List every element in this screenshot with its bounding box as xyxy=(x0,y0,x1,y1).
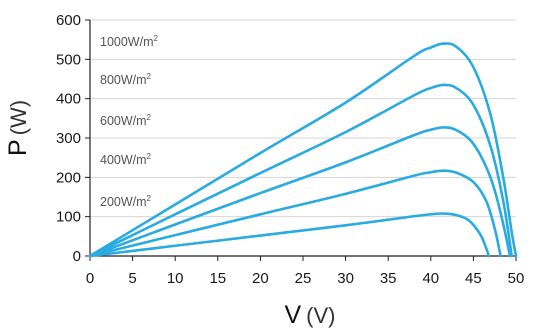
y-axis-symbol: P xyxy=(4,139,32,156)
curve-label-bg xyxy=(98,72,160,88)
curve-label-superscript: 2 xyxy=(147,72,152,81)
y-tick-label: 200 xyxy=(56,169,81,186)
curve-label-text: 400W/m xyxy=(100,153,147,167)
curve-label-superscript: 2 xyxy=(147,194,152,203)
curve-label: 200W/m2 xyxy=(100,194,152,209)
series-line xyxy=(88,42,518,258)
x-tick-label: 15 xyxy=(209,270,226,287)
curve-label: 800W/m2 xyxy=(100,72,152,87)
y-tick-label: 500 xyxy=(56,51,81,68)
series-line xyxy=(88,83,514,258)
x-tick-label: 40 xyxy=(422,270,439,287)
x-tick-label: 30 xyxy=(337,270,354,287)
x-tick-label: 20 xyxy=(252,270,269,287)
x-tick-label: 35 xyxy=(380,270,397,287)
axes xyxy=(85,19,517,261)
series-line xyxy=(88,126,512,258)
grid-lines xyxy=(90,19,516,218)
x-tick-label: 10 xyxy=(167,270,184,287)
curve-label-text: 600W/m xyxy=(100,114,147,128)
y-tick-label: 600 xyxy=(56,12,81,29)
curve-label-bg xyxy=(98,34,160,50)
curve-label: 400W/m2 xyxy=(100,152,152,167)
x-tick-label: 5 xyxy=(128,270,136,287)
y-axis-title: P (W) xyxy=(4,100,32,156)
y-tick-label: 400 xyxy=(56,91,81,108)
y-tick-label: 100 xyxy=(56,209,81,226)
curve-label-text: 1000W/m xyxy=(100,35,154,49)
x-tick-label: 45 xyxy=(465,270,482,287)
series-lines xyxy=(88,42,518,258)
curve-label: 600W/m2 xyxy=(100,113,152,128)
curve-label-text: 200W/m xyxy=(100,195,147,209)
series-line xyxy=(88,169,502,258)
curve-label-superscript: 2 xyxy=(147,113,152,122)
curve-label-bg xyxy=(98,113,160,129)
y-axis-unit: (W) xyxy=(6,100,31,135)
x-axis-symbol: V xyxy=(284,301,301,329)
curve-label-superscript: 2 xyxy=(147,152,152,161)
x-axis-unit: (V) xyxy=(306,303,335,328)
curve-label: 1000W/m2 xyxy=(100,34,159,49)
curve-label-bg xyxy=(98,152,160,168)
x-tick-label: 0 xyxy=(86,270,94,287)
y-tick-label: 0 xyxy=(73,248,81,265)
curve-label-text: 800W/m xyxy=(100,73,147,87)
tick-labels: 0 100 200 300 400 500 600 0 5 10 15 20 25 30 35 40 45 50 xyxy=(56,12,524,287)
series-line xyxy=(88,212,491,258)
curve-label-superscript: 2 xyxy=(154,34,159,43)
curve-label-bg xyxy=(98,194,160,210)
x-tick-label: 50 xyxy=(508,270,525,287)
y-tick-label: 300 xyxy=(56,130,81,147)
x-tick-label: 25 xyxy=(295,270,312,287)
x-axis-title: V (V) xyxy=(284,301,335,329)
